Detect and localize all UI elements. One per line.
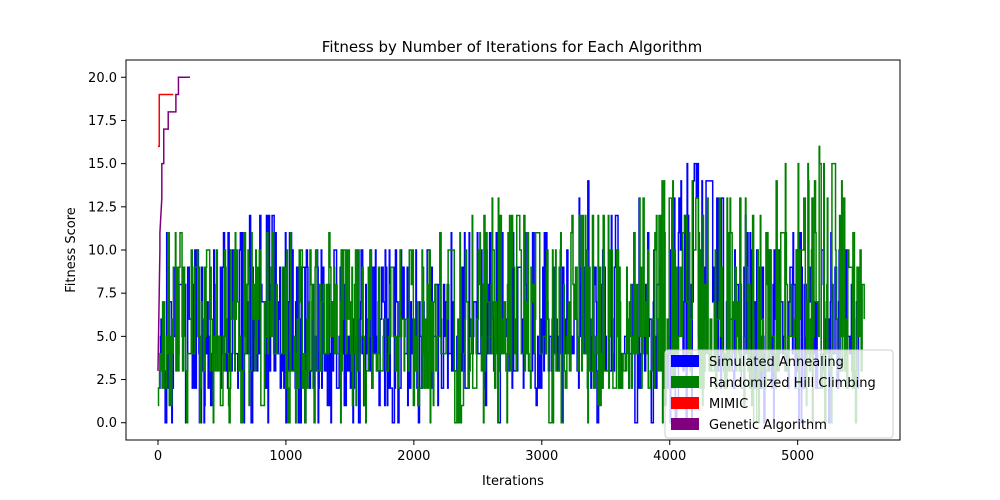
y-tick-label: 7.5 xyxy=(96,287,117,302)
legend: Simulated Annealing Randomized Hill Clim… xyxy=(664,349,894,439)
series-line-randomized-hill-climbing xyxy=(157,145,865,424)
y-tick-label: 20.0 xyxy=(88,71,117,86)
legend-label-simulated-annealing: Simulated Annealing xyxy=(709,355,844,370)
legend-label-randomized-hill-climbing: Randomized Hill Climbing xyxy=(709,376,876,391)
y-tick-label: 12.5 xyxy=(88,200,117,215)
legend-label-genetic-algorithm: Genetic Algorithm xyxy=(709,418,827,433)
x-tick-label: 1000 xyxy=(269,449,302,464)
y-tick-label: 15.0 xyxy=(88,157,117,172)
x-tick-label: 4000 xyxy=(653,449,686,464)
y-tick-label: 17.5 xyxy=(88,114,117,129)
legend-swatch-genetic-algorithm xyxy=(671,418,699,430)
y-tick-label: 10.0 xyxy=(88,244,117,259)
legend-swatch-randomized-hill-climbing xyxy=(671,376,699,388)
y-axis-label: Fitness Score xyxy=(64,207,79,293)
legend-box xyxy=(664,349,894,439)
legend-swatch-simulated-annealing xyxy=(671,355,699,367)
y-tick-label: 0.0 xyxy=(96,416,117,431)
y-axis: 0.0 2.5 5.0 7.5 10.0 12.5 15.0 17.5 20.0 xyxy=(88,71,126,431)
x-tick-label: 5000 xyxy=(781,449,814,464)
y-tick-label: 5.0 xyxy=(96,330,117,345)
legend-swatch-mimic xyxy=(671,397,699,409)
series-line-genetic-algorithm xyxy=(157,76,190,371)
y-tick-label: 2.5 xyxy=(96,373,117,388)
legend-label-mimic: MIMIC xyxy=(709,397,748,412)
series-line-mimic xyxy=(157,93,174,148)
x-axis-label: Iterations xyxy=(482,474,544,489)
chart-title: Fitness by Number of Iterations for Each… xyxy=(322,38,702,56)
x-tick-label: 3000 xyxy=(525,449,558,464)
x-axis: 0 1000 2000 3000 4000 5000 xyxy=(154,440,814,464)
x-tick-label: 0 xyxy=(154,449,162,464)
x-tick-label: 2000 xyxy=(397,449,430,464)
